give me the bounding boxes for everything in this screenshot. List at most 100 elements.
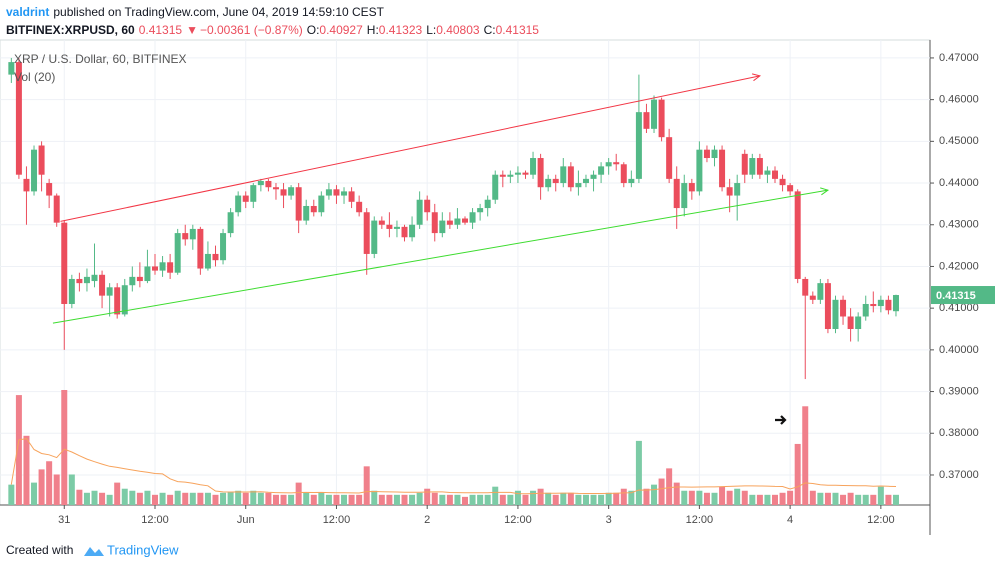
x-tick-label: 12:00 bbox=[323, 514, 351, 526]
candle-body bbox=[530, 158, 537, 175]
x-tick-label: 3 bbox=[606, 514, 612, 526]
candle-body bbox=[469, 212, 476, 223]
volume-bar bbox=[46, 461, 53, 505]
y-tick-label: 0.42000 bbox=[939, 260, 979, 272]
candle-body bbox=[378, 220, 385, 225]
candle-body bbox=[847, 316, 854, 330]
volume-bar bbox=[620, 488, 627, 505]
volume-bar bbox=[477, 494, 484, 505]
candle-body bbox=[651, 99, 658, 129]
candle-body bbox=[227, 212, 234, 234]
candle-body bbox=[341, 191, 348, 196]
candle-body bbox=[477, 208, 484, 213]
candle-body bbox=[136, 276, 143, 282]
volume-bar bbox=[68, 474, 75, 505]
candle-body bbox=[257, 180, 264, 186]
volume-bar bbox=[197, 492, 204, 505]
candle-body bbox=[68, 278, 75, 304]
volume-bar bbox=[416, 492, 423, 505]
candle-body bbox=[787, 185, 794, 192]
price-tag-label: 0.41315 bbox=[936, 290, 976, 302]
candle-body bbox=[522, 172, 529, 175]
volume-bar bbox=[530, 490, 537, 505]
candle-body bbox=[809, 295, 816, 300]
candle-body bbox=[220, 233, 227, 261]
trend-arrowhead bbox=[820, 187, 830, 196]
volume-bar bbox=[318, 492, 325, 505]
volume-bar bbox=[537, 488, 544, 505]
candle-body bbox=[333, 189, 340, 196]
candle-body bbox=[613, 162, 620, 165]
volume-bar bbox=[106, 494, 113, 505]
candle-body bbox=[582, 178, 589, 184]
volume-bar bbox=[295, 482, 302, 505]
candle-body bbox=[673, 178, 680, 209]
volume-bar bbox=[779, 492, 786, 505]
candle-body bbox=[129, 276, 136, 286]
candle-body bbox=[703, 149, 710, 159]
header-line-1: valdrint published on TradingView.com, Ju… bbox=[6, 5, 388, 19]
volume-bar bbox=[99, 492, 106, 505]
price-tag bbox=[931, 286, 995, 305]
y-tick-label: 0.40000 bbox=[939, 344, 979, 356]
volume-bar bbox=[303, 492, 310, 505]
candle-body bbox=[590, 174, 597, 179]
candle-body bbox=[303, 205, 310, 221]
candle-body bbox=[658, 99, 665, 138]
candle-body bbox=[250, 185, 257, 202]
candle-body bbox=[310, 205, 317, 213]
trend-arrowhead bbox=[751, 73, 762, 82]
candle-body bbox=[144, 266, 151, 282]
candle-body bbox=[393, 226, 400, 229]
volume-bar bbox=[393, 494, 400, 505]
candle-body bbox=[99, 274, 106, 296]
candle-body bbox=[265, 180, 272, 188]
volume-bar bbox=[643, 488, 650, 505]
candle-body bbox=[635, 112, 642, 179]
candle-body bbox=[756, 158, 763, 175]
x-tick-label: 12:00 bbox=[867, 514, 895, 526]
volume-bar bbox=[696, 490, 703, 505]
candle-body bbox=[242, 195, 249, 202]
candle-body bbox=[356, 201, 363, 213]
candle-body bbox=[8, 62, 15, 75]
trend-line bbox=[60, 75, 760, 222]
volume-ma bbox=[10, 437, 897, 495]
volume-bar bbox=[136, 492, 143, 505]
volume-bar bbox=[356, 494, 363, 505]
candle-body bbox=[401, 226, 408, 238]
candle-body bbox=[507, 174, 514, 177]
x-tick-label: 4 bbox=[787, 514, 793, 526]
candle-body bbox=[159, 262, 166, 271]
volume-bar bbox=[15, 395, 22, 505]
candle-body bbox=[121, 285, 128, 315]
legend-volume: Vol (20) bbox=[14, 70, 55, 84]
volume-bar bbox=[409, 494, 416, 505]
volume-bar bbox=[378, 494, 385, 505]
volume-bar bbox=[38, 469, 45, 505]
candle-body bbox=[106, 287, 113, 296]
volume-bar bbox=[446, 494, 453, 505]
candle-body bbox=[552, 178, 559, 184]
candle-body bbox=[870, 303, 877, 307]
volume-bar bbox=[726, 490, 733, 505]
candle-body bbox=[537, 158, 544, 188]
candle-body bbox=[76, 278, 83, 284]
candle-body bbox=[272, 187, 279, 190]
candle-body bbox=[325, 189, 332, 196]
volume-bar bbox=[212, 494, 219, 505]
header-line-2: BITFINEX:XRPUSD, 60 0.41315 ▼ −0.00361 (−0.… bbox=[6, 23, 543, 37]
volume-bar bbox=[235, 490, 242, 505]
y-tick-label: 0.47000 bbox=[939, 52, 979, 64]
volume-bar bbox=[341, 494, 348, 505]
candle-body bbox=[779, 178, 786, 186]
volume-bar bbox=[152, 494, 158, 505]
candle-body bbox=[802, 278, 809, 296]
volume-bar bbox=[681, 490, 688, 505]
open-value: 0.40927 bbox=[319, 23, 363, 37]
volume-bar bbox=[8, 484, 15, 505]
candle-body bbox=[567, 166, 574, 188]
volume-bar bbox=[666, 468, 673, 505]
